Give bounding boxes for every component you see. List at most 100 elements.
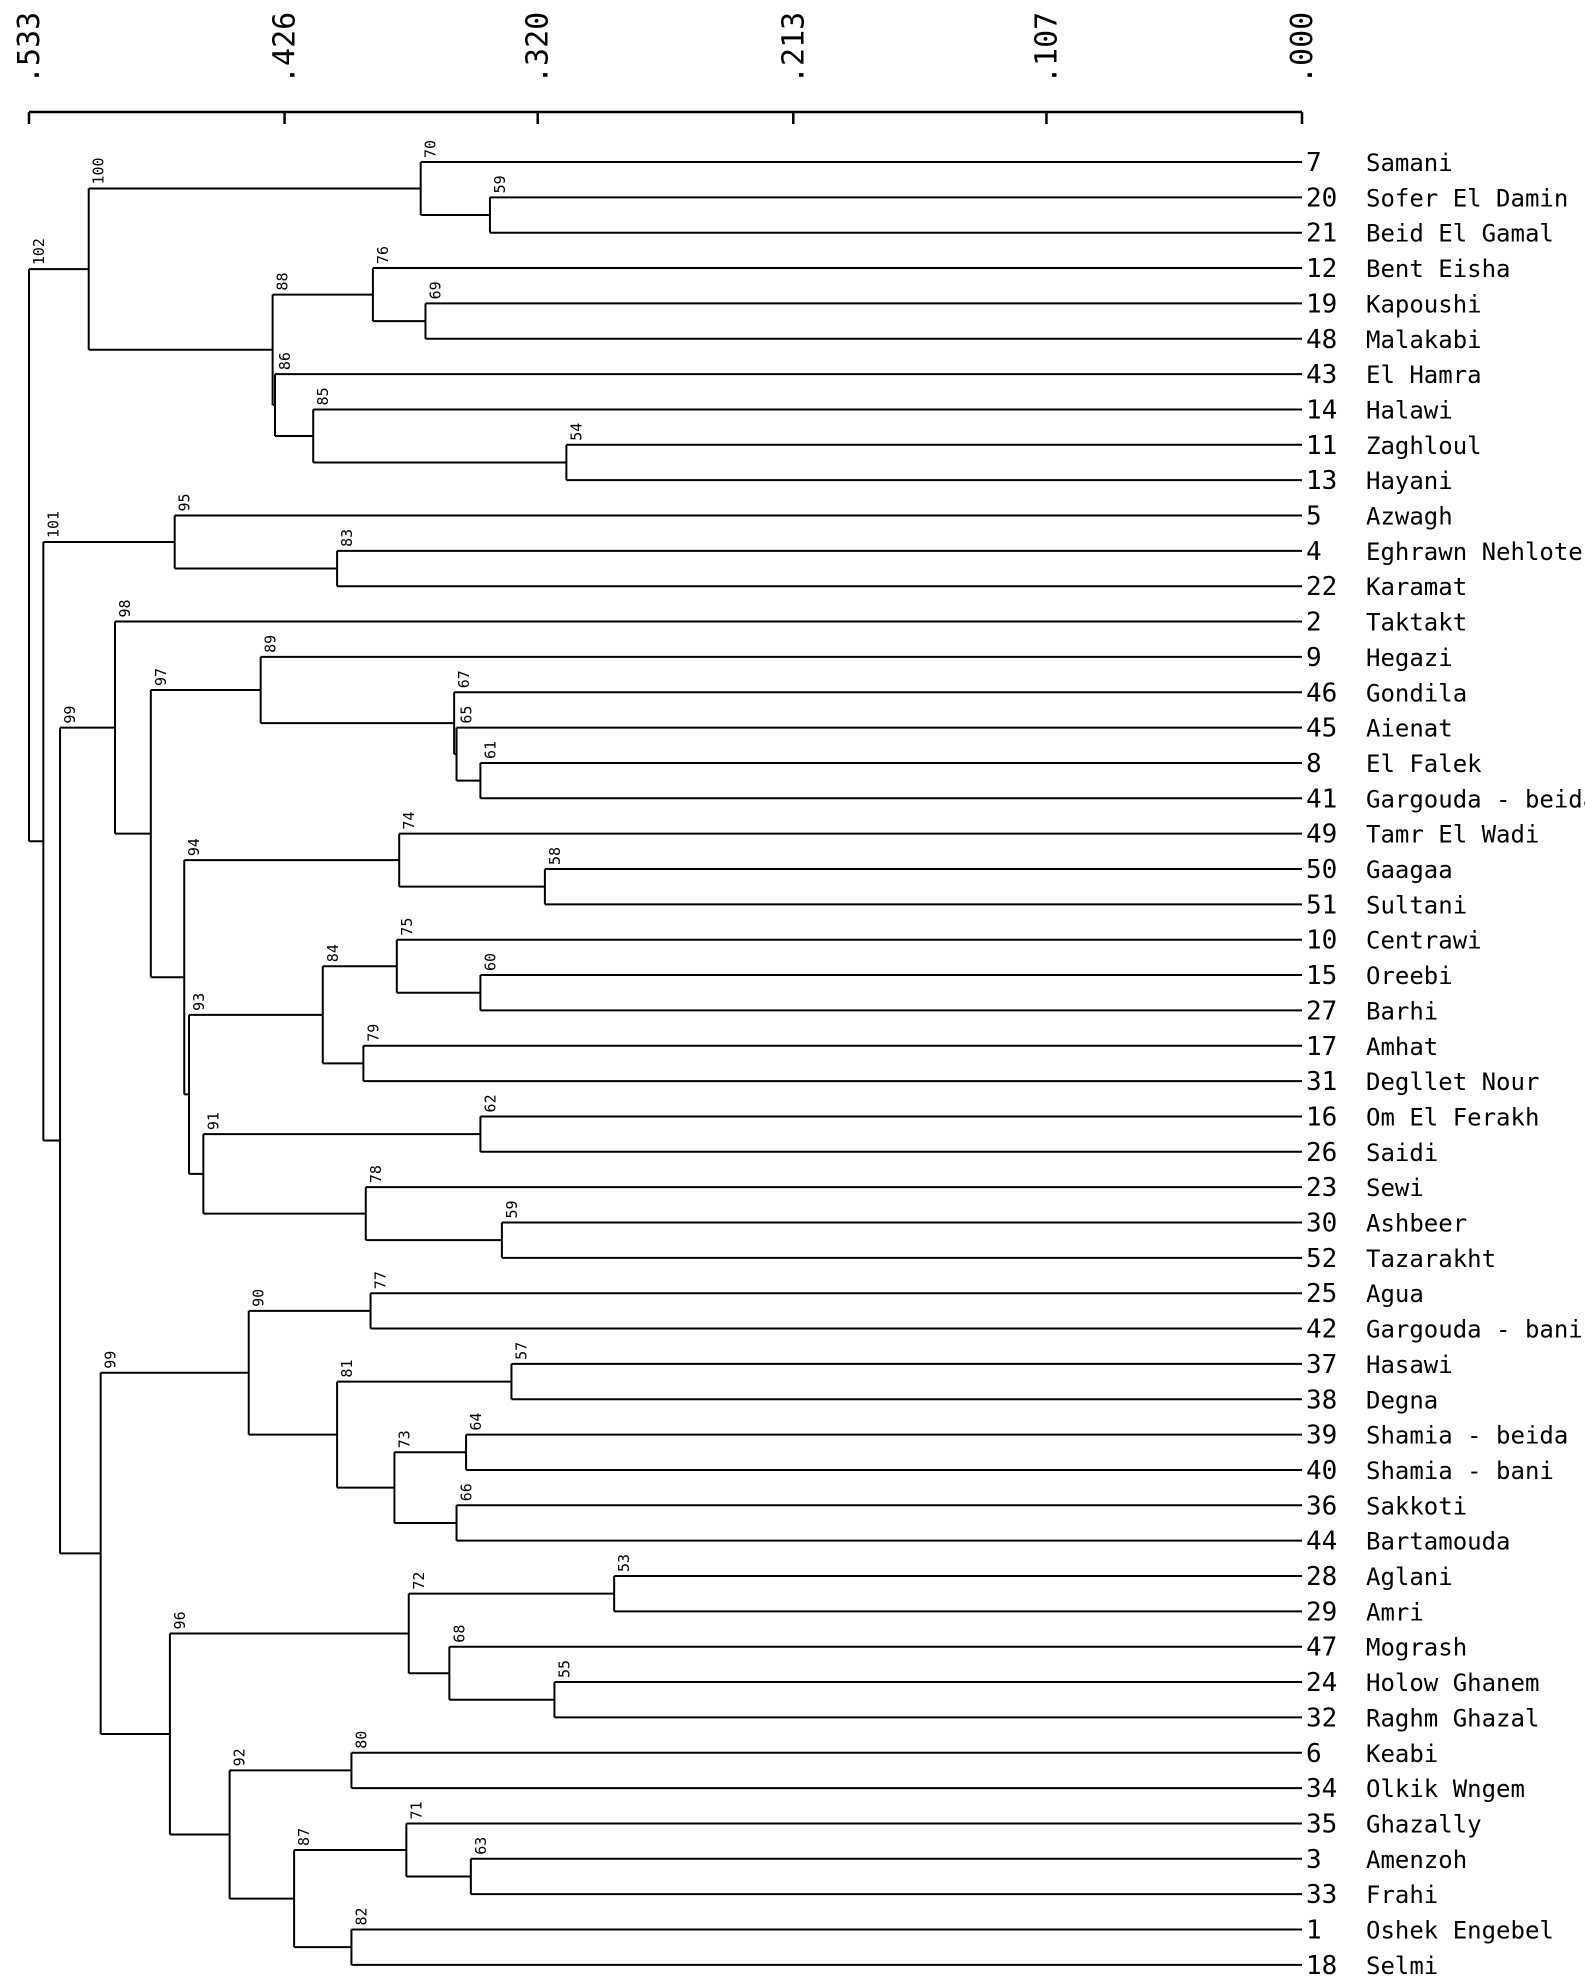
- bootstrap-value: 63: [472, 1837, 490, 1855]
- bootstrap-value: 101: [44, 511, 62, 538]
- leaf-name: Amenzoh: [1366, 1846, 1467, 1874]
- bootstrap-value: 91: [204, 1112, 222, 1130]
- leaf-id: 12: [1306, 254, 1337, 284]
- leaf-id: 4: [1306, 537, 1322, 567]
- leaf-name: Oreebi: [1366, 962, 1453, 990]
- bootstrap-value: 58: [546, 847, 564, 865]
- leaf-name: Degna: [1366, 1386, 1438, 1414]
- bootstrap-value: 99: [61, 706, 79, 724]
- leaf-id: 29: [1306, 1597, 1337, 1627]
- leaf-name: Shamia - beida: [1366, 1422, 1568, 1450]
- bootstrap-value: 59: [491, 175, 509, 193]
- leaf-name: Om El Ferakh: [1366, 1103, 1539, 1131]
- leaf-id: 27: [1306, 996, 1337, 1026]
- leaf-name: Olkik Wngem: [1366, 1775, 1525, 1803]
- bootstrap-value: 102: [30, 238, 48, 265]
- leaf-name: Azwagh: [1366, 503, 1453, 531]
- bootstrap-value: 53: [615, 1554, 633, 1572]
- bootstrap-value: 66: [458, 1483, 476, 1501]
- bootstrap-value: 59: [503, 1200, 521, 1218]
- bootstrap-value: 86: [276, 352, 294, 370]
- leaf-id: 46: [1306, 678, 1337, 708]
- bootstrap-value: 83: [338, 529, 356, 547]
- leaf-name: Gargouda - beida: [1366, 785, 1585, 813]
- leaf-name: Malakabi: [1366, 326, 1482, 354]
- leaf-name: Raghm Ghazal: [1366, 1704, 1539, 1732]
- leaf-id: 23: [1306, 1173, 1337, 1203]
- leaf-id: 42: [1306, 1315, 1337, 1345]
- leaf-name: Tazarakht: [1366, 1245, 1496, 1273]
- leaf-name: Amri: [1366, 1598, 1424, 1626]
- leaf-name: Eghrawn Nehloten: [1366, 538, 1585, 566]
- leaf-name: Mogrash: [1366, 1634, 1467, 1662]
- bootstrap-value: 88: [274, 273, 292, 291]
- leaf-id: 20: [1306, 183, 1337, 213]
- leaf-name: Selmi: [1366, 1952, 1438, 1977]
- axis-tick-label: .000: [1285, 12, 1320, 84]
- bootstrap-value: 62: [481, 1094, 499, 1112]
- bootstrap-value: 92: [231, 1748, 249, 1766]
- leaf-id: 17: [1306, 1032, 1337, 1062]
- leaf-id: 21: [1306, 219, 1337, 249]
- bootstrap-value: 90: [250, 1289, 268, 1307]
- leaf-id: 37: [1306, 1350, 1337, 1380]
- leaf-name: Bartamouda: [1366, 1528, 1511, 1556]
- leaf-id: 43: [1306, 360, 1337, 390]
- tree-branches: [28, 161, 1302, 1966]
- bootstrap-value: 89: [262, 635, 280, 653]
- bootstrap-value: 80: [352, 1731, 370, 1749]
- leaf-id: 52: [1306, 1244, 1337, 1274]
- leaf-id: 14: [1306, 395, 1337, 425]
- leaf-name: Gargouda - bani: [1366, 1316, 1583, 1344]
- leaf-name: Barhi: [1366, 997, 1438, 1025]
- leaf-id: 45: [1306, 714, 1337, 744]
- leaf-name: Centrawi: [1366, 927, 1482, 955]
- axis-tick-label: .426: [268, 12, 303, 84]
- bootstrap-value: 74: [400, 812, 418, 830]
- leaf-id: 24: [1306, 1668, 1337, 1698]
- axis-tick-label: .320: [521, 12, 556, 84]
- leaf-id: 44: [1306, 1527, 1337, 1557]
- leaf-id: 16: [1306, 1102, 1337, 1132]
- leaf-name: Holow Ghanem: [1366, 1669, 1539, 1697]
- leaf-name: Karamat: [1366, 573, 1467, 601]
- leaf-id: 34: [1306, 1774, 1337, 1804]
- bootstrap-value: 76: [374, 246, 392, 264]
- leaf-id: 51: [1306, 890, 1337, 920]
- bootstrap-value: 84: [324, 944, 342, 962]
- leaf-id: 5: [1306, 502, 1322, 532]
- bootstrap-value: 99: [102, 1351, 120, 1369]
- leaf-name: Kapoushi: [1366, 290, 1482, 318]
- leaf-id: 47: [1306, 1633, 1337, 1663]
- leaf-id: 36: [1306, 1491, 1337, 1521]
- leaf-id: 7: [1306, 148, 1322, 178]
- bootstrap-value: 55: [555, 1660, 573, 1678]
- leaf-name: Bent Eisha: [1366, 255, 1511, 283]
- leaf-name: Hasawi: [1366, 1351, 1453, 1379]
- bootstrap-value: 54: [567, 423, 585, 441]
- bootstrap-value: 87: [295, 1828, 313, 1846]
- bootstrap-value: 60: [481, 953, 499, 971]
- leaf-id: 13: [1306, 466, 1337, 496]
- leaf-name: El Falek: [1366, 750, 1482, 778]
- leaf-name: Zaghloul: [1366, 432, 1482, 460]
- leaf-name: Frahi: [1366, 1881, 1438, 1909]
- leaf-id: 50: [1306, 855, 1337, 885]
- leaf-name: Hayani: [1366, 467, 1453, 495]
- leaf-id: 41: [1306, 784, 1337, 814]
- leaf-id: 9: [1306, 643, 1322, 673]
- leaf-name: Hegazi: [1366, 644, 1453, 672]
- leaf-id: 28: [1306, 1562, 1337, 1592]
- bootstrap-value: 65: [458, 706, 476, 724]
- leaf-id: 49: [1306, 820, 1337, 850]
- bootstrap-value: 64: [467, 1413, 485, 1431]
- bootstrap-value: 100: [90, 157, 108, 184]
- leaf-name: Ashbeer: [1366, 1210, 1467, 1238]
- leaf-name: Amhat: [1366, 1033, 1438, 1061]
- bootstrap-value: 73: [395, 1430, 413, 1448]
- leaf-id: 40: [1306, 1456, 1337, 1486]
- leaf-name: Agua: [1366, 1280, 1424, 1308]
- leaf-name: Sakkoti: [1366, 1492, 1467, 1520]
- leaf-name: Gondila: [1366, 679, 1467, 707]
- leaf-id: 8: [1306, 749, 1322, 779]
